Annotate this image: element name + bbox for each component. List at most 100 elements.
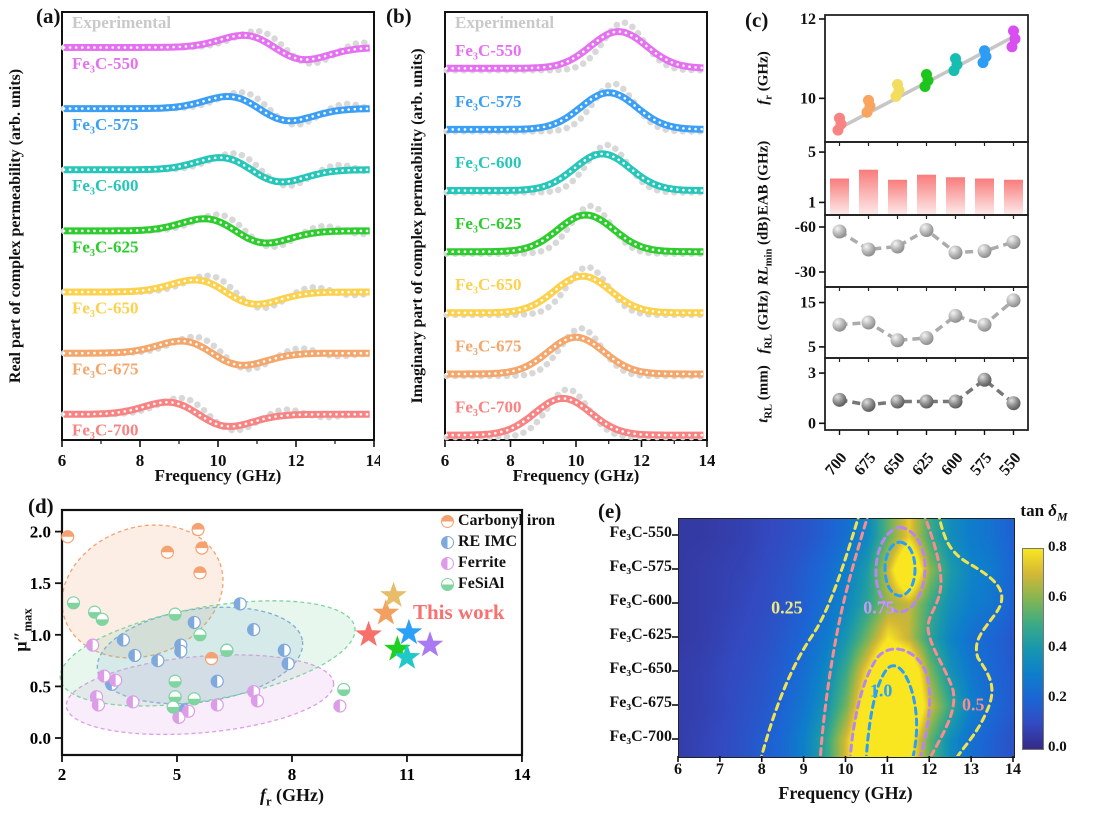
x-tick-label: 8 xyxy=(506,451,515,470)
x-tick-label: 12 xyxy=(921,761,938,778)
fr-data-point xyxy=(892,78,903,90)
marker-half-fill xyxy=(234,597,241,610)
x-tick-label: 10 xyxy=(568,451,585,470)
sphere-marker xyxy=(832,392,847,407)
x-tick-label: 14 xyxy=(1005,761,1021,778)
curve-dot-overlay xyxy=(445,30,705,70)
contour-group xyxy=(760,518,1004,756)
panel-b-plot-area: 6 8 10 12 14 Fe₃C-550 Fe₃C-575 Fe₃C-600 Fe₃C-625… xyxy=(380,0,715,492)
marker-half-fill xyxy=(182,705,189,718)
fr-data-point xyxy=(1008,25,1019,37)
sphere-marker xyxy=(977,372,992,387)
y-tick-label: -30 xyxy=(795,264,816,281)
sphere-marker xyxy=(1006,396,1021,411)
x-tick-label: 5 xyxy=(173,765,182,784)
marker-half-fill xyxy=(61,530,74,537)
contour-label-0.75: 0.75 xyxy=(863,597,895,618)
sphere-marker xyxy=(948,245,963,260)
heatmap-contour-overlay xyxy=(672,518,1014,762)
panel-d-plot-area: 2 5 8 11 14 0.0 0.5 1.0 1.5 2.0 xyxy=(15,492,590,813)
panel-a-real-permeability: (a) Real part of complex permeability (a… xyxy=(0,0,380,492)
marker-half-fill xyxy=(282,657,289,670)
fr-data-point xyxy=(863,94,874,106)
fr-data-point xyxy=(950,53,961,65)
sphere-marker xyxy=(861,242,876,257)
eab-bar xyxy=(946,177,965,214)
row-label-Fe₃C-700: Fe₃C-700 xyxy=(609,728,672,745)
curve-dot-overlay xyxy=(445,274,705,315)
sample-label: Fe₃C-625 xyxy=(455,214,521,233)
sphere-marker xyxy=(890,239,905,254)
x-tick-label: 12 xyxy=(633,451,650,470)
contour-0.5 xyxy=(923,518,956,756)
marker-half-fill xyxy=(188,616,195,629)
panel-a-x-axis-label: Frequency (GHz) xyxy=(154,466,282,485)
marker-half-fill xyxy=(167,707,180,714)
legend-item-re-imc: RE IMC xyxy=(441,532,517,552)
category-label: 650 xyxy=(880,450,908,479)
x-tick-label: 13 xyxy=(963,761,980,778)
y-tick-label: 5 xyxy=(808,144,816,161)
x-tick-label: 8 xyxy=(757,761,766,778)
y-tick-label: 1.5 xyxy=(30,574,51,593)
marker-half-fill xyxy=(337,689,350,696)
sample-label: Fe₃C-650 xyxy=(72,298,138,317)
sphere-marker xyxy=(948,394,963,409)
y-tick-label: 12 xyxy=(800,11,816,28)
sphere-marker xyxy=(890,333,905,348)
fr-data-point xyxy=(979,45,990,57)
fr-data-point xyxy=(834,112,845,124)
panel-c-plot-area: 12 10 5 1 -60 -30 15 5 3 0 700 675 650 625 600 575 550 xyxy=(735,0,1096,490)
this-work-label: This work xyxy=(413,600,505,624)
panel-a-svg: 6 8 10 12 14 Fe₃C-550 Fe₃C-575 Fe₃C-600 Fe₃C-625… xyxy=(58,11,380,470)
this-work-star xyxy=(380,581,407,607)
marker-half-fill xyxy=(188,698,201,705)
x-tick-label: 11 xyxy=(399,765,415,784)
panel-b-x-axis-label: Frequency (GHz) xyxy=(512,466,640,485)
experimental-label: Experimental xyxy=(455,13,554,32)
y-tick-label: 15 xyxy=(800,295,816,312)
x-tick-label: 14 xyxy=(699,451,716,470)
sphere-marker xyxy=(977,244,992,258)
eab-bar xyxy=(888,179,907,214)
contour-0.25 xyxy=(760,518,860,756)
marker-half-fill xyxy=(172,711,179,724)
x-tick-label: 8 xyxy=(288,765,297,784)
curve-dot-overlay xyxy=(62,339,371,367)
eab-bar xyxy=(1004,179,1023,214)
marker-half-fill xyxy=(278,644,285,657)
marker-half-fill xyxy=(151,654,158,667)
marker-half-fill xyxy=(128,649,135,662)
category-label: 675 xyxy=(851,450,879,479)
category-label: 600 xyxy=(938,450,966,479)
sample-label: Fe₃C-550 xyxy=(455,41,521,60)
marker-half-fill xyxy=(96,619,109,626)
colorbar-title: tan δM xyxy=(1020,501,1068,524)
colorbar xyxy=(1022,548,1044,750)
marker-half-fill xyxy=(247,623,254,636)
y-tick-label: 5 xyxy=(808,339,816,356)
row-label-Fe₃C-575: Fe₃C-575 xyxy=(609,558,672,575)
panel-c-property-summary: (c) fr (GHz) EAB (GHz) RLmin (dB) fRL (G… xyxy=(735,0,1096,490)
sample-label: Fe₃C-575 xyxy=(72,115,138,134)
ferrite-marker-icon xyxy=(441,556,454,570)
panel-b-imaginary-permeability: (b) Imaginary part of complex permeabili… xyxy=(380,0,715,492)
marker-half-fill xyxy=(211,698,218,711)
marker-half-fill xyxy=(193,566,206,573)
marker-half-fill xyxy=(169,614,182,621)
panel-c-svg: 12 10 5 1 -60 -30 15 5 3 0 700 675 650 625 600 575 550 xyxy=(795,11,1029,479)
curve-dot-overlay xyxy=(445,91,705,131)
colorbar-tick-label: 0.4 xyxy=(1048,639,1067,655)
y-tick-label: 3 xyxy=(808,365,816,382)
curve-dot-overlay xyxy=(62,217,371,245)
y-tick-label: -60 xyxy=(795,219,816,236)
panel-c-letter: (c) xyxy=(745,8,769,32)
panel-e-x-axis-label: Frequency (GHz) xyxy=(778,783,913,803)
marker-half-fill xyxy=(333,700,340,713)
sphere-marker xyxy=(1006,293,1021,308)
sphere-marker xyxy=(832,224,847,239)
this-work-star xyxy=(395,618,423,645)
x-tick-label: 12 xyxy=(288,451,305,470)
row-label-Fe₃C-625: Fe₃C-625 xyxy=(609,626,672,643)
contour-0.75 xyxy=(848,647,932,756)
